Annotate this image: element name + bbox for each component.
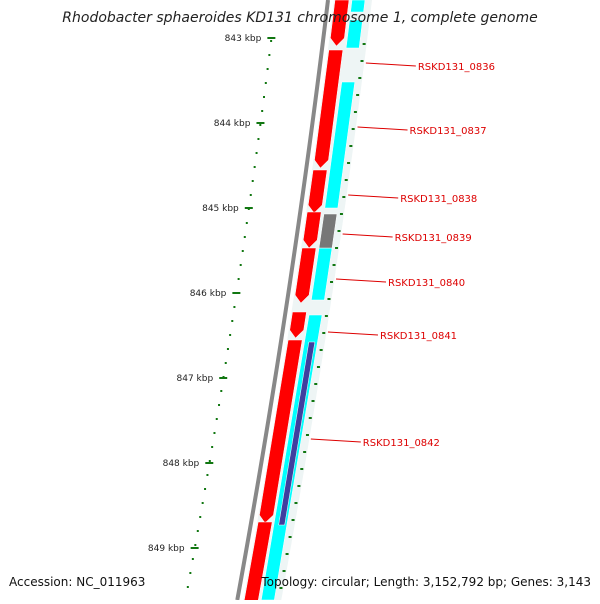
gene-label: RSKD131_0839: [395, 233, 472, 244]
forward-gene-5: [294, 247, 317, 304]
forward-gene-8: [244, 521, 273, 604]
forward-gene-3: [307, 169, 328, 214]
gene-label: RSKD131_0840: [388, 278, 465, 289]
reverse-gene-2: [345, 19, 363, 49]
gene-leader-line: [335, 278, 387, 283]
reverse-gene-3: [324, 81, 356, 209]
scale-label: 848 kbp: [163, 459, 200, 469]
gene-label: RSKD131_0836: [418, 62, 495, 73]
genome-summary-text: Topology: circular; Length: 3,152,792 bp…: [261, 575, 591, 589]
gene-leader-line: [310, 438, 361, 443]
forward-gene-2: [314, 49, 344, 169]
forward-gene-4: [302, 211, 322, 249]
gene-leader-line: [327, 331, 378, 336]
scale-label: 845 kbp: [202, 204, 239, 214]
scale-label: 844 kbp: [214, 119, 251, 129]
other-gene-block: [318, 213, 338, 249]
map-title: Rhodobacter sphaeroides KD131 chromosome…: [62, 10, 538, 26]
backbone-line: [235, 0, 330, 601]
gene-label: RSKD131_0842: [363, 438, 440, 449]
gene-leader-line: [342, 233, 393, 238]
accession-text: Accession: NC_011963: [9, 575, 146, 589]
scale-label: 849 kbp: [148, 544, 185, 554]
gene-label: RSKD131_0837: [410, 126, 487, 137]
scale-label: 847 kbp: [177, 374, 214, 384]
gene-label: RSKD131_0841: [380, 331, 457, 342]
forward-gene-7: [259, 339, 303, 524]
gene-leader-line: [348, 194, 399, 199]
forward-gene-6: [289, 311, 307, 339]
highlight-feature: [278, 341, 316, 526]
reverse-gene-1: [350, 0, 366, 13]
forward-gene-1: [330, 0, 350, 47]
gene-leader-line: [365, 62, 416, 67]
scale-label: 846 kbp: [190, 289, 227, 299]
gene-leader-line: [357, 126, 408, 131]
gene-label: RSKD131_0838: [400, 194, 477, 205]
scale-label: 843 kbp: [225, 34, 262, 44]
